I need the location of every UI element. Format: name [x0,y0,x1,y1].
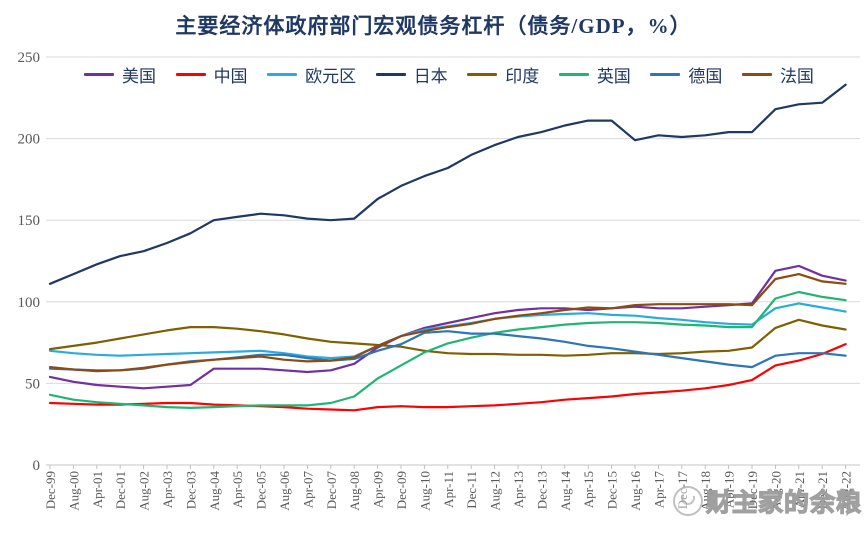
y-axis-tick-label: 250 [18,50,41,66]
x-axis-tick-label: Aug-08 [347,471,362,511]
x-axis-tick-label: Dec-03 [183,471,198,509]
x-axis-tick-label: Dec-15 [605,471,620,509]
x-axis-tick-label: Aug-02 [137,471,152,511]
watermark: 财主家的余粮 [672,483,862,519]
x-axis-tick-label: Aug-16 [628,471,643,511]
x-axis-tick-label: Dec-19 [745,471,760,509]
x-axis-tick-label: Apr-09 [371,471,386,508]
x-axis-tick-label: Dec-99 [43,471,58,509]
series-line-中国 [48,343,847,412]
x-axis-tick-label: Aug-10 [417,471,432,511]
x-axis-tick-label: Apr-17 [651,471,666,509]
series-line-日本 [48,83,847,285]
x-axis-tick-label: Apr-13 [511,471,526,508]
series-line-英国 [48,290,847,409]
y-axis-tick-label: 50 [25,376,40,392]
x-axis-tick-label: Aug-04 [207,471,222,511]
watermark-text: 财主家的余粮 [705,489,862,517]
x-axis-tick-label: Apr-19 [722,471,737,508]
x-axis-tick-label: Aug-14 [558,471,573,511]
y-axis-tick-label: 200 [18,132,41,148]
x-axis-tick-label: Dec-13 [534,471,549,509]
x-axis-tick-label: Apr-15 [581,471,596,508]
x-axis-tick-label: Apr-03 [160,471,175,508]
x-axis-tick-label: Dec-07 [324,471,339,510]
x-axis-tick-label: Aug-20 [768,471,783,511]
y-axis-tick-label: 150 [18,213,41,229]
x-axis-tick-label: Dec-11 [464,471,479,509]
series-line-印度 [48,318,847,357]
x-axis-tick-label: Apr-01 [90,471,105,508]
y-axis-tick-label: 0 [33,458,41,474]
x-axis-tick-label: Aug-22 [839,471,854,511]
x-axis-tick-label: Apr-07 [300,471,315,509]
x-axis-tick-label: Dec-09 [394,471,409,509]
x-axis-tick-label: Dec-05 [254,471,269,509]
watermark-logo-icon [672,486,703,516]
x-axis-tick-label: Apr-05 [230,471,245,508]
x-axis-tick-label: Dec-21 [815,471,830,509]
x-axis-tick-label: Apr-21 [792,471,807,508]
x-axis-tick-label: Aug-12 [488,471,503,511]
x-axis-tick-label: Apr-11 [441,471,456,508]
x-axis-tick-label: Aug-00 [66,471,81,511]
x-axis-tick-label: Aug-06 [277,471,292,511]
chart-title: 主要经济体政府部门宏观债务杠杆（债务/GDP，%） [175,14,692,38]
y-axis-tick-label: 100 [18,295,41,311]
series-line-法国 [48,273,847,373]
series-line-美国 [48,264,847,390]
x-axis-tick-label: Dec-01 [113,471,128,509]
